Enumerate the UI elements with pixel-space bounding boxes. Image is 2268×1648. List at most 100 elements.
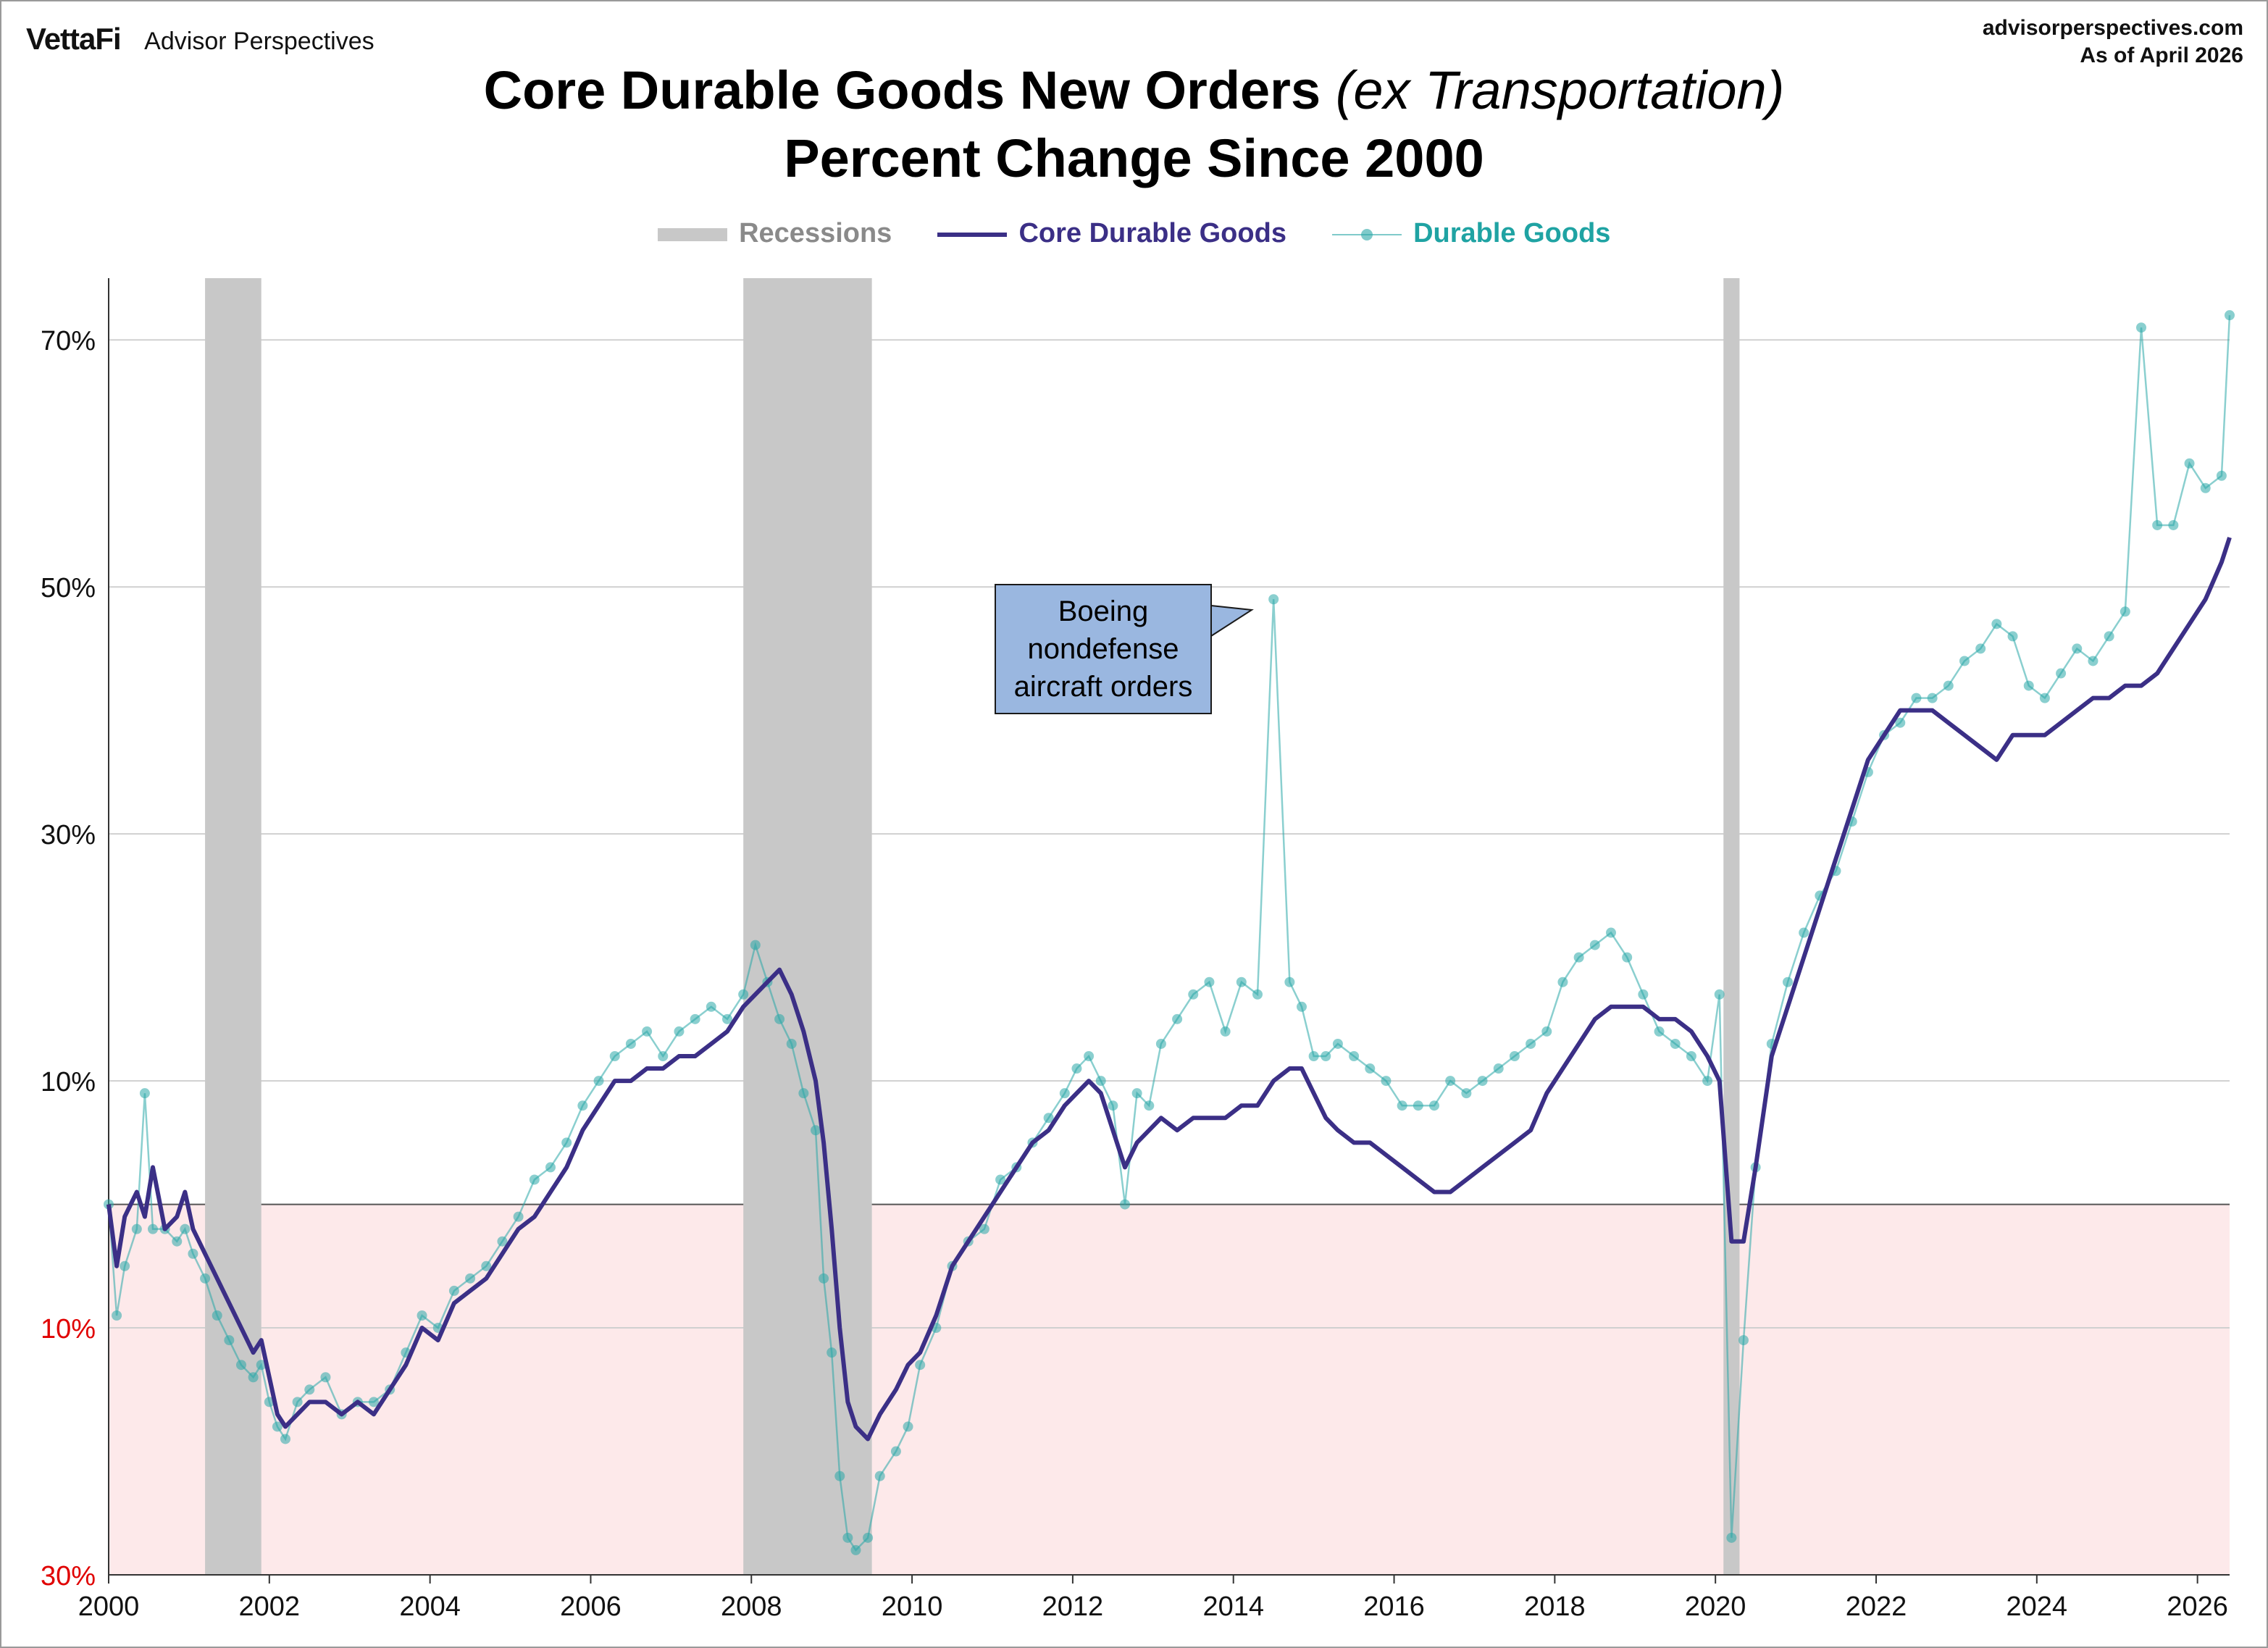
x-tick-label-4: 2008 [721,1591,782,1622]
boeing-annotation: Boeing nondefense aircraft orders [995,584,1212,714]
durable-point-147 [2200,482,2211,493]
durable-point-60 [874,1471,885,1481]
recession-swatch-icon [657,228,727,242]
durable-point-131 [1943,680,1954,691]
durable-point-46 [722,1013,732,1024]
durable-point-118 [1738,1335,1749,1346]
durable-point-136 [2023,680,2034,691]
durable-point-20 [304,1384,315,1395]
durable-point-105 [1541,1026,1552,1037]
durable-point-2 [120,1260,130,1271]
durable-point-37 [577,1100,588,1111]
durable-point-10 [200,1273,211,1284]
durable-point-76 [1108,1100,1118,1111]
durable-point-141 [2104,631,2114,642]
legend-label-durable: Durable Goods [1413,218,1611,249]
x-tick-label-9: 2018 [1524,1591,1586,1622]
durable-point-110 [1622,952,1633,963]
durable-point-67 [979,1224,989,1234]
durable-point-36 [561,1137,572,1148]
durable-point-53 [811,1125,821,1136]
durable-point-133 [1975,643,1986,654]
recession-band-1 [743,278,872,1575]
durable-point-102 [1493,1063,1504,1074]
durable-point-19 [292,1397,303,1408]
x-tick-label-1: 2002 [239,1591,301,1622]
durable-point-130 [1927,693,1938,703]
durable-point-95 [1381,1076,1392,1087]
legend-item-recessions: Recessions [657,218,892,249]
durable-point-18 [280,1434,290,1444]
durable-point-21 [320,1372,331,1383]
durable-point-81 [1172,1013,1183,1024]
durable-point-109 [1606,927,1616,938]
durable-point-13 [236,1360,246,1371]
brand-site-name: Advisor Perspectives [144,28,374,55]
durable-point-138 [2056,668,2067,679]
durable-line-swatch-icon [1331,229,1402,241]
durable-point-103 [1509,1051,1520,1061]
legend-label-core: Core Durable Goods [1018,218,1286,249]
durable-point-40 [625,1038,636,1049]
durable-point-90 [1308,1051,1319,1061]
durable-point-88 [1284,976,1295,987]
durable-point-68 [995,1174,1006,1185]
durable-point-93 [1349,1051,1360,1061]
durable-point-134 [1991,619,2002,629]
durable-point-114 [1686,1051,1696,1061]
durable-point-142 [2120,606,2130,617]
durable-point-106 [1557,976,1568,987]
durable-point-71 [1043,1113,1054,1124]
durable-point-39 [609,1051,620,1061]
durable-point-41 [642,1026,653,1037]
x-tick-label-7: 2014 [1202,1591,1264,1622]
durable-point-11 [212,1310,222,1321]
durable-point-96 [1397,1100,1407,1111]
durable-point-139 [2072,643,2083,654]
durable-point-85 [1236,976,1247,987]
durable-point-29 [448,1285,459,1296]
durable-point-9 [188,1248,198,1259]
x-tick-label-2: 2004 [399,1591,461,1622]
durable-point-77 [1120,1199,1130,1210]
y-tick-label-0: 70% [41,326,96,356]
durable-point-63 [915,1360,926,1371]
durable-point-148 [2216,470,2227,481]
durable-point-52 [798,1088,809,1099]
legend-item-durable: Durable Goods [1331,218,1611,249]
legend-item-core: Core Durable Goods [937,218,1286,249]
durable-point-4 [139,1088,150,1099]
durable-point-113 [1670,1038,1681,1049]
y-tick-label-1: 50% [41,573,96,603]
durable-point-149 [2225,310,2235,321]
durable-point-33 [513,1211,524,1222]
durable-point-1 [112,1310,122,1321]
durable-point-43 [674,1026,685,1037]
durable-point-34 [529,1174,540,1185]
durable-point-5 [148,1224,158,1234]
durable-point-83 [1204,976,1215,987]
recession-band-2 [1723,278,1740,1575]
durable-point-128 [1895,717,1906,728]
durable-point-47 [738,989,749,1000]
series-durable-goods-markers [104,310,2235,1555]
durable-point-74 [1084,1051,1095,1061]
durable-point-78 [1131,1088,1142,1099]
durable-point-15 [256,1360,267,1371]
legend-label-recessions: Recessions [739,218,892,249]
durable-point-31 [481,1260,492,1271]
callout-pointer [1210,604,1254,637]
durable-point-140 [2088,656,2098,666]
durable-point-56 [834,1471,845,1481]
durable-point-116 [1714,989,1725,1000]
source-url: advisorperspectives.com [1982,16,2243,40]
durable-point-12 [224,1335,235,1346]
durable-point-89 [1297,1001,1307,1012]
durable-point-3 [131,1224,142,1234]
durable-point-51 [786,1038,797,1049]
durable-point-58 [850,1544,861,1555]
series-core-durable-goods-line [106,537,2232,1442]
durable-point-86 [1252,989,1263,1000]
durable-point-44 [690,1013,700,1024]
